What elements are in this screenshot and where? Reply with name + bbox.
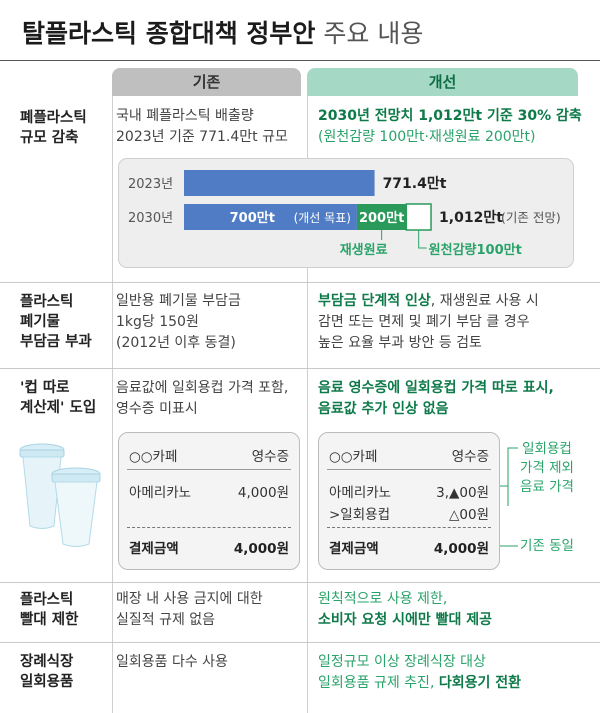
new-sub-scale: (원천감량 100만t·재생원료 200만t) — [318, 129, 536, 145]
bar-total-label: 1,012만t — [439, 210, 503, 226]
receipt-old-title: 영수증 — [251, 449, 289, 465]
receipt-old-total: 4,000원 — [233, 541, 289, 557]
annotation-connector — [418, 230, 427, 249]
new-strong-scale: 2030년 전망치 1,012만t 기준 30% 감축 — [318, 108, 582, 124]
new-line-straw: 원칙적으로 사용 제한, — [318, 591, 448, 607]
new-text-burden: 부담금 단계적 인상, 재생원료 사용 시 감면 또는 면제 및 폐기 부담 클… — [318, 291, 539, 354]
annotation-recycled: 재생원료 — [340, 243, 388, 258]
row-label-burden: 플라스틱 폐기물 부담금 부과 — [20, 294, 92, 350]
new-line-funeral-1: 일정규모 이상 장례식장 대상 — [318, 654, 486, 670]
row-label-scale: 폐플라스틱 규모 감축 — [20, 110, 87, 146]
annotation-cup-excluded: 일회용컵 가격 제외 음료 가격 — [520, 441, 574, 495]
new-rest-burden-2: 감면 또는 면제 및 폐기 부담 클 경우 높은 요율 부과 방안 등 검토 — [318, 314, 530, 351]
new-strong-funeral: 다회용기 전환 — [438, 675, 521, 691]
page-title: 탈플라스틱 종합대책 정부안 주요 내용 — [22, 14, 423, 50]
new-text-cup: 음료 영수증에 일회용컵 가격 따로 표시, 음료값 추가 인상 없음 — [318, 380, 554, 417]
annotation-same-as-before: 기존 동일 — [520, 538, 574, 554]
receipt-rule — [327, 469, 491, 470]
row-label-cup: '컵 따로 계산제' 도입 — [20, 380, 97, 416]
bar-total-label: 771.4만t — [383, 176, 447, 192]
bar-segment — [184, 204, 357, 230]
row-label-straw: 플라스틱 빨대 제한 — [20, 592, 79, 628]
title-sub: 주요 내용 — [323, 19, 424, 48]
column-header-old: 기존 — [112, 68, 301, 96]
receipt-new-price: 3,▲00원 — [436, 485, 489, 501]
old-text-straw: 매장 내 사용 금지에 대한 실질적 규제 없음 — [116, 591, 263, 628]
receipt-new-cafe: ○○카페 — [329, 449, 378, 465]
annotation-connectors — [500, 447, 518, 547]
new-line-funeral-2: 일회용품 규제 추진, — [318, 675, 439, 691]
title-divider — [0, 60, 600, 61]
receipt-dash — [127, 527, 291, 528]
old-text-burden: 일반용 폐기물 부담금 1kg당 150원 (2012년 이후 동결) — [116, 293, 241, 351]
bar-segment — [356, 204, 407, 230]
row-divider — [0, 582, 600, 583]
category-label: 2023년 — [128, 177, 173, 192]
bar-segment — [184, 170, 375, 196]
receipt-old-item: 아메리카노 — [129, 485, 192, 501]
bar-value-label: 200만t — [359, 210, 404, 226]
receipt-new-cup-price: △00원 — [449, 507, 489, 523]
receipt-new-total-label: 결제금액 — [329, 541, 379, 557]
disposable-cups-illustration — [19, 443, 101, 547]
receipt-dash — [327, 527, 491, 528]
receipt-old-price: 4,000원 — [237, 485, 289, 501]
old-text-cup: 음료값에 일회용컵 가격 포함, 영수증 미표시 — [116, 380, 289, 417]
bar-total-note: (기존 전망) — [501, 210, 561, 225]
new-rest-burden-1: , 재생원료 사용 시 — [430, 293, 539, 309]
receipt-new-item: 아메리카노 — [329, 485, 392, 501]
reduction-bar-chart: 2023년 771.4만t 2030년 (개선 목표) 700만t 200만t 1,012만… — [128, 170, 561, 258]
receipt-new-title: 영수증 — [451, 449, 489, 465]
receipt-new-cup: >일회용컵 — [329, 507, 390, 523]
receipt-old-total-label: 결제금액 — [129, 541, 179, 557]
new-text-straw: 원칙적으로 사용 제한, 소비자 요청 시에만 빨대 제공 — [318, 589, 492, 631]
row-divider — [0, 282, 600, 283]
new-text-scale: 2030년 전망치 1,012만t 기준 30% 감축 (원천감량 100만t·… — [318, 106, 582, 148]
receipt-new: ○○카페 영수증 아메리카노 3,▲00원 >일회용컵 △00원 결제금액 4,… — [318, 432, 500, 570]
new-text-funeral: 일정규모 이상 장례식장 대상 일회용품 규제 추진, 다회용기 전환 — [318, 652, 521, 694]
new-strong-straw: 소비자 요청 시에만 빨대 제공 — [318, 612, 493, 628]
receipt-old-cafe: ○○카페 — [129, 449, 178, 465]
column-separator — [112, 96, 113, 713]
bar-sublabel: (개선 목표) — [294, 211, 351, 225]
category-label: 2030년 — [128, 211, 173, 226]
title-main: 탈플라스틱 종합대책 정부안 — [22, 19, 316, 48]
row-label-funeral: 장례식장 일회용품 — [20, 654, 74, 690]
annotation-reduction: 원천감량100만t — [429, 242, 522, 258]
bar-value-label: 700만t — [230, 210, 275, 226]
column-separator — [307, 96, 308, 713]
receipt-old: ○○카페 영수증 아메리카노 4,000원 결제금액 4,000원 — [118, 432, 300, 570]
new-strong-burden: 부담금 단계적 인상 — [318, 293, 431, 309]
bar-segment — [405, 203, 432, 231]
old-text-funeral: 일회용품 다수 사용 — [116, 654, 228, 670]
row-divider — [0, 642, 600, 643]
receipt-new-total: 4,000원 — [433, 541, 489, 557]
receipt-rule — [127, 469, 291, 470]
column-header-new: 개선 — [307, 68, 578, 96]
row-divider — [0, 368, 600, 369]
old-text-scale: 국내 폐플라스틱 배출량 2023년 기준 771.4만t 규모 — [116, 108, 288, 145]
